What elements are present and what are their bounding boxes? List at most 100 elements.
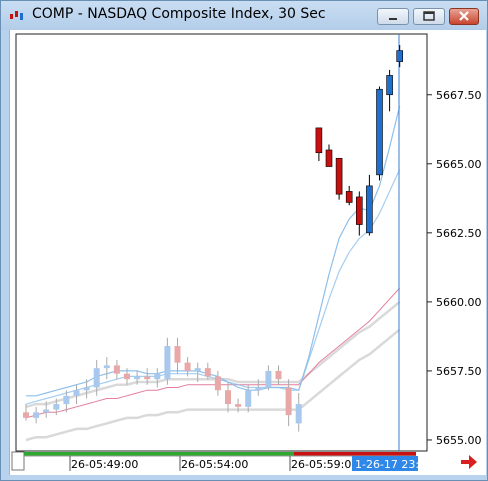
candle-body [265,370,272,388]
candle [103,357,110,380]
candle-body [225,390,231,405]
candle-body [113,365,120,374]
candle [235,398,242,413]
candle [366,174,373,236]
candle-body [245,390,252,407]
candle-body [295,404,302,424]
candle [174,337,181,374]
chart-app-icon [10,11,23,20]
candle-body [235,404,242,407]
candle [335,157,343,200]
timeline-red-segment [294,452,416,456]
candle-body [43,409,50,413]
candle [63,390,70,413]
candle-body [103,365,110,369]
chart-area[interactable]: 5667.50 5665.00 5662.50 5660.00 5657.50 5655.… [9,30,486,475]
candle [355,191,363,236]
y-tick-label: 5660.00 [436,296,482,309]
candle-body [204,368,211,377]
ma-fast-line [26,105,401,397]
candle [53,398,60,416]
band-lower-line [25,328,401,442]
candle-body [33,412,40,418]
candle [345,185,353,206]
candle-body [335,157,343,195]
candle [255,379,262,396]
candle [33,406,40,424]
candle-body [275,370,282,380]
candle-body [53,404,60,410]
candle-body [214,376,221,391]
scroll-right-arrow-icon[interactable] [461,455,477,469]
window-title: COMP - NASDAQ Composite Index, 30 Sec [32,6,326,22]
candle [295,393,302,432]
candle-body [366,185,373,234]
candle-body [355,196,363,225]
ma-slow-line [25,287,401,419]
cursor-time-label-bg [352,456,418,471]
candle-body [386,75,393,96]
cursor-time-label: 1-26-17 23:34:00 [355,458,451,471]
minimize-icon [389,18,397,20]
ma-mid-line [25,169,401,405]
candle [275,365,282,385]
x-tick-label: 26-05:54:00 [181,458,248,471]
candle-body [124,373,130,380]
restore-icon [423,11,435,21]
x-tick-label: 26-05:49:00 [71,458,138,471]
candle-body [164,346,171,380]
candle-body [144,376,151,380]
candle [245,384,252,413]
candle [134,370,141,385]
candle [386,69,393,112]
timeline-scroll-box[interactable] [11,451,25,471]
candle-body [134,376,141,380]
y-tick-label: 5662.50 [436,227,482,240]
candle [23,404,29,421]
candle [164,337,171,385]
candle-body [285,387,292,416]
minimize-button[interactable] [377,8,409,25]
candle [113,359,120,380]
candle [285,379,292,427]
candle-body [184,362,191,371]
candle [225,381,231,413]
candle-body [325,149,333,167]
plot-frame [15,33,428,452]
candle-body [73,390,80,396]
restore-button[interactable] [413,8,445,25]
candle [194,362,201,382]
candle [214,370,221,396]
candle [204,362,211,380]
candle-body [93,368,100,388]
candle [265,365,272,391]
candle-body [315,127,323,154]
y-tick-label: 5657.50 [436,365,482,378]
y-tick-label: 5665.00 [436,158,482,171]
x-tick-label: 26-05:59:00 [291,458,358,471]
candle [376,86,383,181]
candle-body [83,387,90,391]
candle [325,144,333,167]
candle-body [154,373,161,380]
candle [315,127,323,162]
candle-body [23,412,29,418]
close-button[interactable] [449,8,479,25]
price-axis: 5667.50 5665.00 5662.50 5660.00 5657.50 5655.… [427,89,482,447]
title-bar[interactable]: COMP - NASDAQ Composite Index, 30 Sec [1,1,487,30]
candle-body [255,387,262,391]
candle-body [63,395,70,405]
candle-body [396,50,404,62]
time-axis: 26-05:49:00 26-05:54:00 26-05:59:00 [69,456,358,471]
candle-body [194,368,201,371]
candlestick-chart[interactable]: 5667.50 5665.00 5662.50 5660.00 5657.50 5655.… [10,30,486,475]
y-tick-label: 5667.50 [436,89,482,102]
candle-body [376,88,383,176]
timeline-green-segment [24,452,294,456]
candle [184,357,191,377]
candle-body [174,346,181,363]
candle [144,368,151,385]
close-icon [459,11,469,21]
band-upper-line [25,300,401,409]
